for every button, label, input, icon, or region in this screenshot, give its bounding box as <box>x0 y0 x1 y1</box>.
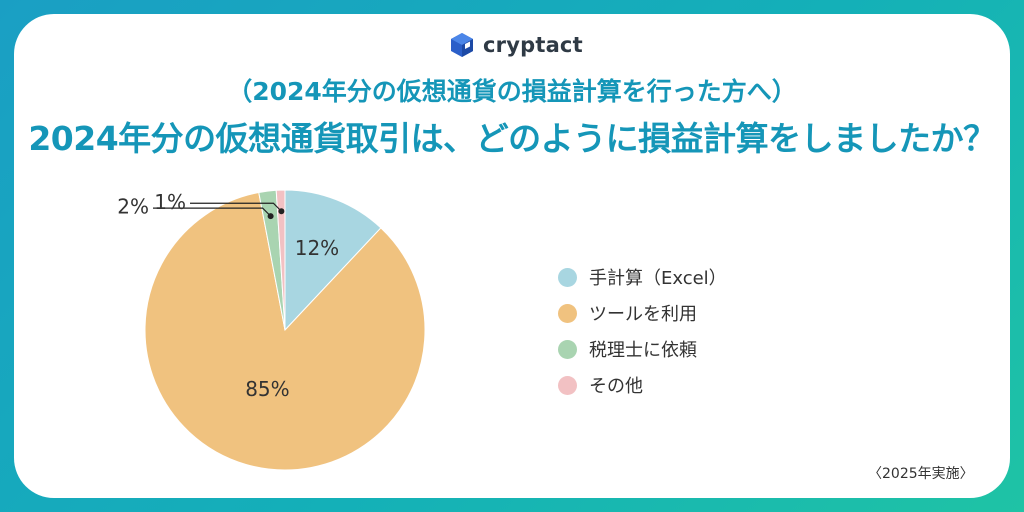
slice-value-label: 12% <box>295 236 339 260</box>
chart-legend: 手計算（Excel） ツールを利用 税理士に依頼 その他 <box>558 263 727 407</box>
legend-swatch <box>558 339 577 359</box>
slice-value-label: 1% <box>154 190 186 214</box>
legend-label: 手計算（Excel） <box>589 268 727 289</box>
legend-swatch <box>558 303 577 323</box>
pie-slice <box>275 189 286 331</box>
callout-line <box>153 207 272 217</box>
legend-item: 手計算（Excel） <box>558 263 727 291</box>
cube-icon <box>451 33 473 57</box>
brand-logo: cryptact <box>449 30 583 60</box>
legend-item: その他 <box>558 371 727 399</box>
page-subtitle: （2024年分の仮想通貨の損益計算を行った方へ） <box>227 77 797 106</box>
pie-slice <box>284 189 382 332</box>
legend-swatch <box>558 267 577 287</box>
survey-date-note: 〈2025年実施〉 <box>868 466 974 482</box>
legend-label: その他 <box>589 376 643 397</box>
slice-value-label: 85% <box>245 377 289 401</box>
page-title: 2024年分の仮想通貨取引は、どのように損益計算をしましたか？ <box>28 119 996 158</box>
legend-label: 税理士に依頼 <box>589 340 697 361</box>
legend-item: 税理士に依頼 <box>558 335 727 363</box>
callout-line <box>190 202 282 212</box>
legend-item: ツールを利用 <box>558 299 727 327</box>
slice-value-label: 2% <box>117 195 149 219</box>
legend-swatch <box>558 375 577 395</box>
pie-slice <box>144 191 426 471</box>
legend-label: ツールを利用 <box>589 304 697 325</box>
brand-name: cryptact <box>483 33 583 57</box>
